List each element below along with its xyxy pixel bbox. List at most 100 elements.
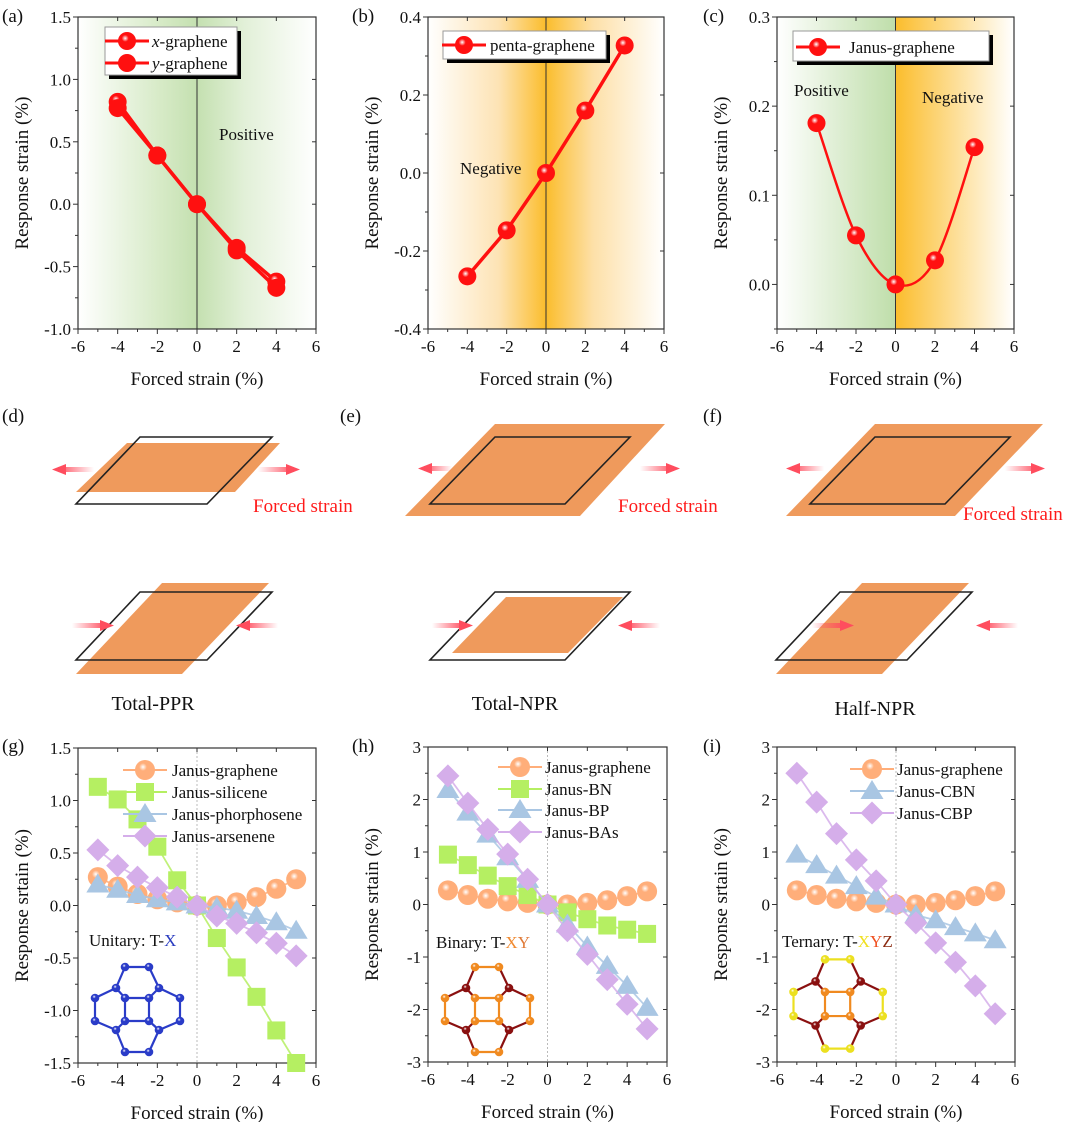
data-point xyxy=(227,241,246,260)
legend-label: x-graphene xyxy=(151,32,228,51)
atom xyxy=(845,1011,855,1021)
atom xyxy=(144,1016,154,1026)
atom xyxy=(175,1016,185,1026)
atom xyxy=(440,1016,450,1026)
atom xyxy=(175,993,185,1003)
y-axis-title: Response srtain (%) xyxy=(12,829,33,982)
arrow-in-left xyxy=(812,623,846,628)
arrow-right-head xyxy=(286,464,300,475)
frame xyxy=(428,591,632,661)
atom xyxy=(820,955,830,964)
y-tick-label: 0.3 xyxy=(749,8,770,27)
legend: Janus-graphene Janus-BN Janus-BP Janus-BAs xyxy=(498,757,651,844)
data-point xyxy=(844,875,868,895)
arrow-right-head xyxy=(1031,463,1045,474)
structure-element-letter: Z xyxy=(882,932,892,951)
structure-element-letter: X xyxy=(164,931,176,950)
y-axis-title: Response srtain (%) xyxy=(362,828,383,981)
data-point xyxy=(264,911,288,931)
x-tick-label: -6 xyxy=(770,337,784,356)
y-tick-label: 3 xyxy=(762,738,771,757)
x-tick-label: 2 xyxy=(931,1070,940,1089)
x-tick-label: 0 xyxy=(543,1070,552,1089)
data-point xyxy=(458,267,477,286)
data-point xyxy=(578,910,597,929)
data-point xyxy=(597,890,618,911)
arrow-left-head xyxy=(418,463,432,474)
data-point xyxy=(576,101,595,120)
data-point xyxy=(825,864,848,884)
y-tick-label: 0.0 xyxy=(50,195,71,214)
series-y-graphene xyxy=(108,99,286,297)
arrow-in-left-head xyxy=(840,620,854,631)
x-tick-label: 6 xyxy=(660,337,669,356)
data-point xyxy=(638,924,657,943)
legend-marker xyxy=(135,760,155,780)
series-penta-graphene xyxy=(458,36,634,286)
x-tick-label: 0 xyxy=(193,337,202,356)
data-point xyxy=(618,920,637,939)
atom xyxy=(470,1016,480,1026)
atom xyxy=(461,983,471,993)
structure-label-prefix: Ternary: T- xyxy=(782,932,858,951)
caption-total-npr: Total-NPR xyxy=(472,693,559,715)
data-point xyxy=(168,871,187,890)
atom xyxy=(120,1047,130,1057)
legend-label: y-graphene xyxy=(150,54,228,73)
atom xyxy=(144,993,154,1003)
data-point xyxy=(207,929,226,948)
sheet-stretched xyxy=(786,424,1043,516)
x-tick-label: -6 xyxy=(71,337,85,356)
arrow-in-left xyxy=(432,623,464,628)
x-axis-title: Forced strain (%) xyxy=(480,369,613,390)
legend-label: Janus-CBN xyxy=(897,782,975,801)
atom xyxy=(845,987,855,997)
data-point xyxy=(245,905,268,924)
x-tick-label: 2 xyxy=(931,337,940,356)
caption-total-ppr: Total-PPR xyxy=(111,693,195,715)
legend-label: Janus-CBP xyxy=(897,804,973,823)
atom xyxy=(504,983,514,993)
panel-label-a: (a) xyxy=(2,6,23,27)
structure-label-prefix: Unitary: T- xyxy=(89,931,164,950)
x-tick-label: 0 xyxy=(193,1071,202,1090)
data-point xyxy=(595,954,619,974)
legend-label: Janus-BN xyxy=(545,780,612,799)
data-point xyxy=(598,916,617,935)
legend-marker xyxy=(136,783,154,801)
arrow-in-left-head xyxy=(100,620,114,631)
data-point xyxy=(558,903,577,922)
atom xyxy=(111,1025,121,1035)
y-tick-label: -0.4 xyxy=(394,320,421,339)
x-tick-label: 0 xyxy=(892,1070,901,1089)
y-tick-label: -0.2 xyxy=(394,242,421,261)
data-point xyxy=(617,886,638,907)
atom xyxy=(470,1047,480,1057)
data-point xyxy=(635,1017,659,1041)
structure-element-letter: X xyxy=(505,933,517,952)
series-Janus-BP xyxy=(436,779,659,1016)
y-tick-label: 0.0 xyxy=(400,164,421,183)
data-point xyxy=(497,221,516,240)
data-point xyxy=(575,942,599,966)
molecule-inset xyxy=(90,962,185,1057)
data-point xyxy=(126,884,149,903)
atom xyxy=(856,1021,865,1030)
atom xyxy=(525,1016,535,1026)
data-point xyxy=(225,899,249,919)
data-point xyxy=(225,911,249,935)
y-tick-label: 1.0 xyxy=(50,792,71,811)
legend-marker xyxy=(510,757,530,777)
data-point xyxy=(635,996,659,1016)
legend-marker xyxy=(508,820,532,844)
molecule-inset xyxy=(789,955,888,1053)
legend: penta-graphene xyxy=(442,30,610,63)
y-tick-label: 2 xyxy=(413,791,422,810)
y-tick-label: -1.5 xyxy=(44,1054,71,1073)
legend-label: Janus-graphene xyxy=(172,761,278,780)
legend-marker xyxy=(118,54,136,72)
region-annotation: Positive xyxy=(219,125,274,144)
frame xyxy=(428,436,632,505)
y-tick-label: 0.5 xyxy=(50,133,71,152)
